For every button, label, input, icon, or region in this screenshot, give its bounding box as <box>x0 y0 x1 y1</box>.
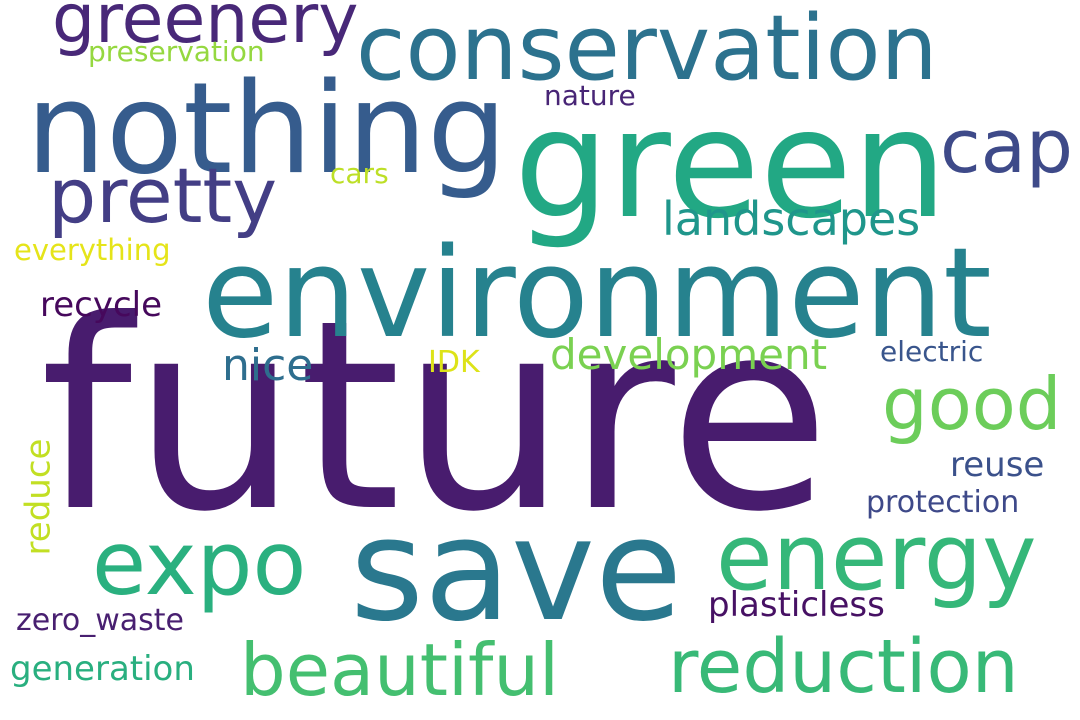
word-expo: expo <box>92 512 307 615</box>
word-cars: cars <box>330 157 389 190</box>
word-development: development <box>550 330 828 379</box>
word-environment: environment <box>202 222 992 366</box>
word-cap: cap <box>940 104 1074 190</box>
word-greenery: greenery <box>52 0 359 59</box>
word-beautiful: beautiful <box>240 628 559 712</box>
word-green: green <box>514 78 948 252</box>
word-reuse: reuse <box>950 445 1045 485</box>
word-conservation: conservation <box>356 0 938 101</box>
word-nature: nature <box>544 79 636 112</box>
word-generation: generation <box>10 649 195 689</box>
word-reduction: reduction <box>668 624 1019 710</box>
word-energy: energy <box>716 504 1037 611</box>
word-good: good <box>882 362 1062 446</box>
word-save: save <box>350 488 683 653</box>
word-future: future <box>40 264 831 569</box>
word-idk: IDK <box>428 345 480 380</box>
word-everything: everything <box>14 233 171 267</box>
word-nothing: nothing <box>26 55 508 202</box>
word-landscapes: landscapes <box>662 192 921 246</box>
word-zero-waste: zero_waste <box>16 603 185 638</box>
word-recycle: recycle <box>40 285 163 325</box>
word-electric: electric <box>880 335 984 368</box>
word-plasticless: plasticless <box>708 585 885 625</box>
word-reduce: reduce <box>18 438 59 556</box>
word-protection: protection <box>866 485 1020 520</box>
word-preservation: preservation <box>88 35 265 68</box>
word-pretty: pretty <box>48 151 278 240</box>
word-nice: nice <box>222 340 314 391</box>
